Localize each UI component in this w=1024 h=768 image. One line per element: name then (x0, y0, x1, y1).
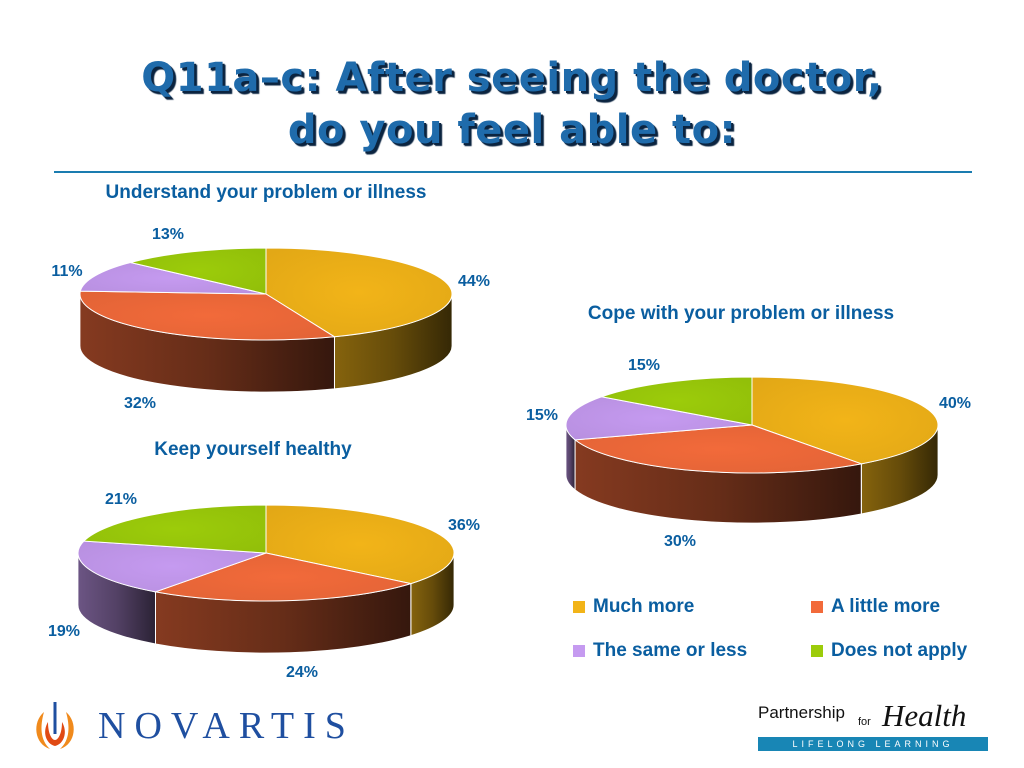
title-divider (54, 171, 972, 173)
title-line-1: Q11a–c: After seeing the doctor, (141, 55, 883, 101)
pie-2-slice-much-more (751, 376, 939, 465)
pie-3-label-does-not-apply: 21% (105, 491, 137, 508)
pie-1-slice-a-little-more (79, 290, 336, 341)
pie-1-slice-much-more (265, 247, 453, 338)
pie-2-slice-a-little-more (573, 424, 864, 474)
pie-3-slice-same-or-less (77, 540, 267, 593)
logo-tagline: LIFELONG LEARNING (758, 737, 988, 751)
pie-1-slice-same-or-less (79, 261, 267, 295)
pie-2-label-same-or-less: 15% (526, 407, 558, 424)
pie-2-label-does-not-apply: 15% (628, 357, 660, 374)
legend-swatch-same-or-less (573, 645, 585, 657)
legend-label-does-not-apply: Does not apply (831, 640, 968, 661)
pie-1-label-same-or-less: 11% (51, 263, 82, 280)
pie-1-label-does-not-apply: 13% (152, 226, 184, 243)
pie-3-label-same-or-less: 19% (48, 623, 80, 640)
legend-label-much-more: Much more (593, 596, 695, 617)
pie-1-label-a-little-more: 32% (124, 395, 156, 412)
legend-swatch-a-little-more (811, 601, 823, 613)
pie-2-title: Cope with your problem or illness (588, 303, 894, 324)
logo-partnership: Partnership (758, 703, 845, 722)
pie-3-label-a-little-more: 24% (286, 664, 318, 681)
legend-label-a-little-more: A little more (831, 596, 941, 617)
pie-2-slice-same-or-less (565, 396, 753, 441)
flame-icon (36, 702, 74, 749)
legend-swatch-much-more (573, 601, 585, 613)
page-title: Q11a–c: After seeing the doctor, do you … (0, 52, 1024, 156)
novartis-logo: NOVARTIS (30, 700, 355, 752)
pie-3-slice-much-more (265, 504, 455, 585)
legend-item-a-little-more: A little more (811, 596, 940, 618)
legend-label-same-or-less: The same or less (593, 640, 748, 661)
pie-2-label-a-little-more: 30% (664, 533, 696, 550)
title-line-2: do you feel able to: (287, 107, 737, 153)
pie-3-slice-does-not-apply (82, 504, 267, 554)
logo-health: Health (882, 698, 967, 733)
pie-1-title: Understand your problem or illness (106, 182, 427, 203)
pie-chart-1: Understand your problem or illness 44% 32%… (51, 182, 490, 412)
pie-1-slice-does-not-apply (130, 247, 267, 295)
logo-for: for (858, 716, 871, 728)
novartis-wordmark: NOVARTIS (98, 705, 355, 747)
pie-chart-3: Keep yourself healthy 36% 24% 19% 21% (48, 439, 480, 681)
pie-3-slice-a-little-more (153, 552, 413, 602)
pie-3-title: Keep yourself healthy (154, 439, 352, 460)
legend-swatch-does-not-apply (811, 645, 823, 657)
pie-2-label-much-more: 40% (939, 395, 971, 412)
pie-3-label-much-more: 36% (448, 517, 480, 534)
pie-chart-2: Cope with your problem or illness 40% 30% 1… (526, 303, 971, 550)
legend-item-does-not-apply: Does not apply (811, 640, 967, 662)
partnership-for-health-logo: Partnership for Health LIFELONG LEARNING (758, 698, 988, 752)
legend-item-much-more: Much more (573, 596, 694, 618)
pie-2-slice-does-not-apply (599, 376, 753, 426)
pie-1-label-much-more: 44% (458, 273, 490, 290)
legend-item-same-or-less: The same or less (573, 640, 747, 662)
